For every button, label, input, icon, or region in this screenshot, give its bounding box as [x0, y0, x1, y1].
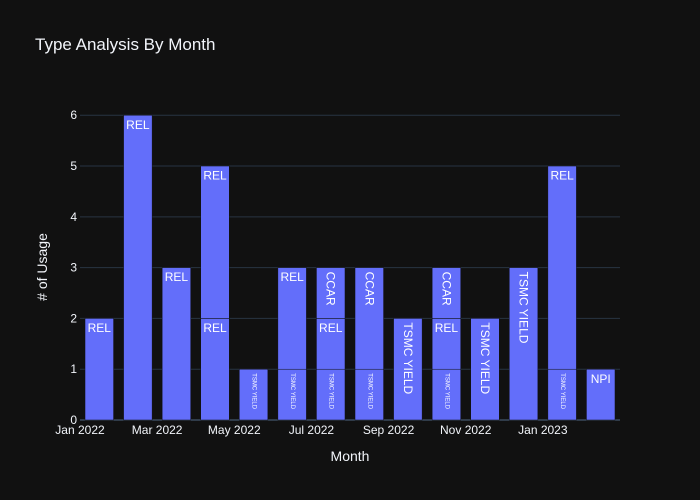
bar-segment-jul-2022-rel	[316, 318, 346, 370]
bar-segment-may-2022-tsmc-yield	[239, 368, 269, 421]
bar-segment-label: REL	[280, 270, 304, 284]
bar-segment-label: TSMC YIELD	[443, 373, 449, 410]
y-tick-label: 6	[70, 108, 77, 122]
x-axis-title: Month	[331, 448, 370, 464]
bar-segment-label: TSMC YIELD	[289, 373, 295, 410]
bar-segment-label: NPI	[591, 372, 611, 386]
bar-segment-label: TSMC YIELD	[478, 322, 492, 394]
bar-segment-jul-2022-tsmc-yield	[316, 368, 346, 421]
y-tick-label: 3	[70, 261, 77, 275]
bar-segment-label: TSMC YIELD	[328, 373, 334, 410]
bar-segment-sep-2022-tsmc-yield	[393, 318, 423, 421]
x-tick-label: Jan 2023	[518, 423, 568, 437]
y-axis-ticks: 0 1 2 3 4 5 6	[70, 108, 77, 427]
y-tick-label: 5	[70, 159, 77, 173]
y-axis-title: # of Usage	[34, 233, 50, 301]
bar-segment-jun-2022-rel	[277, 267, 307, 370]
x-tick-label: Jul 2022	[289, 423, 335, 437]
x-tick-label: Jan 2022	[55, 423, 105, 437]
bar-segment-label: REL	[126, 118, 150, 132]
bar-segment-jun-2022-tsmc-yield	[277, 368, 307, 421]
bar-segment-label: REL	[203, 169, 227, 183]
bar-segment-jan-2022-rel	[84, 318, 114, 421]
bar-segment-label: REL	[203, 321, 227, 335]
y-tick-label: 2	[70, 311, 77, 325]
y-tick-label: 4	[70, 210, 77, 224]
bar-segment-apr-2022-rel	[200, 165, 230, 319]
bar-segment-nov-2022-tsmc-yield	[470, 318, 500, 421]
bar-segment-oct-2022-rel	[431, 318, 461, 370]
bar-segment-oct-2022-ccar	[431, 267, 461, 319]
x-tick-label: Sep 2022	[363, 423, 415, 437]
bar-segment-label: CCAR	[439, 272, 453, 306]
bar-segment-label: CCAR	[324, 272, 338, 306]
y-tick-label: 1	[70, 362, 77, 376]
bar-segment-aug-2022-ccar	[354, 267, 384, 370]
bar-segment-oct-2022-tsmc-yield	[431, 368, 461, 421]
segment-label-layer: REL REL REL REL REL TSMC YIELD TSMC YIELD REL TS…	[88, 118, 611, 410]
y-tick-label: 0	[70, 413, 77, 427]
chart-title: Type Analysis By Month	[35, 35, 215, 54]
bar-layer	[84, 114, 616, 421]
bar-segment-mar-2022-rel	[161, 267, 191, 421]
bar-segment-label: REL	[319, 321, 343, 335]
bar-segment-label: TSMC YIELD	[517, 272, 531, 344]
bar-segment-jan-2023-tsmc-yield	[547, 368, 577, 421]
bar-segment-dec-2022-tsmc-yield	[509, 267, 539, 421]
bar-segment-feb-2023-npi	[586, 368, 616, 421]
bar-segment-jan-2023-rel	[547, 165, 577, 370]
bar-segment-label: REL	[88, 321, 112, 335]
bar-segment-aug-2022-tsmc-yield	[354, 368, 384, 421]
x-tick-label: May 2022	[208, 423, 261, 437]
x-tick-label: Nov 2022	[440, 423, 492, 437]
bar-segment-feb-2022-rel	[123, 114, 153, 421]
bar-segment-label: REL	[435, 321, 459, 335]
x-tick-label: Mar 2022	[132, 423, 183, 437]
bar-segment-apr-2022-rel	[200, 318, 230, 421]
bar-segment-label: CCAR	[362, 272, 376, 306]
bar-segment-label: TSMC YIELD	[251, 373, 257, 410]
bar-segment-label: TSMC YIELD	[559, 373, 565, 410]
bar-segment-label: TSMC YIELD	[366, 373, 372, 410]
bar-segment-label: TSMC YIELD	[401, 322, 415, 394]
x-axis-ticks: Jan 2022 Mar 2022 May 2022 Jul 2022 Sep 2022…	[55, 423, 568, 437]
bar-segment-label: REL	[165, 270, 189, 284]
grid-layer	[80, 114, 620, 421]
bar-segment-label: REL	[550, 169, 574, 183]
bar-segment-jul-2022-ccar	[316, 267, 346, 319]
